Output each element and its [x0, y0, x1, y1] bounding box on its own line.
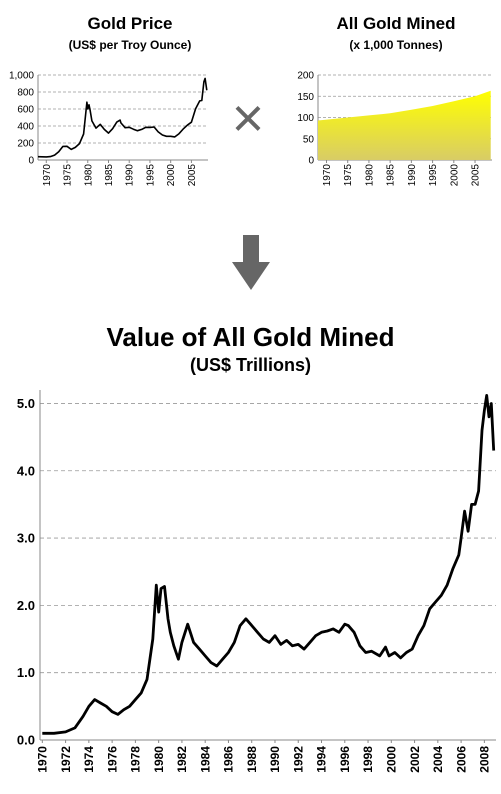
x-tick-label: 1995 — [145, 164, 156, 187]
gold-price-title: Gold Price — [87, 14, 173, 33]
x-tick-label: 2000 — [385, 746, 399, 773]
y-tick-label: 50 — [303, 134, 315, 145]
x-tick-label: 1975 — [343, 164, 354, 187]
x-tick-label: 1970 — [322, 164, 333, 187]
y-tick-label: 100 — [297, 113, 314, 124]
x-tick-label: 1980 — [364, 164, 375, 187]
y-tick-label: 200 — [17, 139, 34, 150]
line-series — [37, 77, 208, 158]
x-tick-label: 1990 — [407, 164, 418, 187]
x-tick-label: 1970 — [42, 164, 53, 187]
y-tick-label: 800 — [17, 88, 34, 99]
x-tick-label: 1992 — [291, 746, 305, 773]
gold-mined-title: All Gold Mined — [336, 14, 456, 33]
gold-value-title: Value of All Gold Mined — [106, 322, 395, 352]
gold-price-subtitle: (US$ per Troy Ounce) — [68, 38, 192, 52]
y-tick-label: 200 — [297, 71, 314, 82]
y-tick-label: 3.0 — [17, 531, 35, 546]
x-tick-label: 2005 — [471, 164, 482, 187]
gold-mined-chart: 0 50 100 150 200 1970 1975 1980 1985 1990 1995 2000… — [297, 71, 492, 187]
x-tick-label: 1998 — [361, 746, 375, 773]
gold-value-chart: 0.0 1.0 2.0 3.0 4.0 5.0 1970 1972 1974 1976 1978 19… — [17, 390, 496, 773]
x-tick-label: 1988 — [245, 746, 259, 773]
x-tick-label: 1980 — [83, 164, 94, 187]
x-tick-label: 1972 — [59, 746, 73, 773]
x-tick-label: 1976 — [105, 746, 119, 773]
y-tick-label: 0.0 — [17, 733, 35, 748]
x-tick-label: 1985 — [386, 164, 397, 187]
x-tick-label: 2008 — [478, 746, 492, 773]
x-tick-label: 1990 — [125, 164, 136, 187]
down-arrow-shape — [232, 235, 270, 290]
x-tick-label: 1994 — [315, 746, 329, 773]
down-arrow-icon — [232, 235, 270, 290]
x-tick-label: 1980 — [152, 746, 166, 773]
x-tick-label: 1974 — [82, 746, 96, 773]
x-tick-label: 1995 — [428, 164, 439, 187]
gold-value-subtitle: (US$ Trillions) — [189, 355, 312, 375]
y-tick-label: 0 — [28, 156, 34, 167]
y-tick-label: 2.0 — [17, 598, 35, 613]
x-tick-label: 2000 — [166, 164, 177, 187]
y-tick-label: 1.0 — [17, 665, 35, 680]
line-series — [42, 393, 496, 735]
y-tick-label: 600 — [17, 105, 34, 116]
x-tick-label: 1986 — [222, 746, 236, 773]
gold-price-chart: 0 200 400 600 800 1,000 1970 1975 1980 1985 1990 19… — [9, 71, 208, 187]
x-tick-label: 1984 — [198, 746, 212, 773]
y-tick-label: 150 — [297, 92, 314, 103]
gold-mined-subtitle: (x 1,000 Tonnes) — [349, 38, 443, 52]
x-tick-label: 1985 — [104, 164, 115, 187]
x-tick-label: 1990 — [268, 746, 282, 773]
x-tick-label: 1978 — [129, 746, 143, 773]
x-tick-label: 1982 — [175, 746, 189, 773]
x-tick-label: 1996 — [338, 746, 352, 773]
y-tick-label: 400 — [17, 122, 34, 133]
x-tick-label: 2005 — [187, 164, 198, 187]
x-tick-label: 1975 — [63, 164, 74, 187]
x-tick-label: 2004 — [431, 746, 445, 773]
x-tick-label: 1970 — [36, 746, 50, 773]
multiply-operator: × — [231, 86, 265, 149]
y-tick-label: 1,000 — [9, 71, 34, 82]
y-tick-label: 4.0 — [17, 463, 35, 478]
x-tick-label: 2006 — [454, 746, 468, 773]
area-series — [318, 90, 491, 160]
y-tick-label: 0 — [308, 156, 314, 167]
x-tick-label: 2002 — [408, 746, 422, 773]
x-tick-label: 2000 — [449, 164, 460, 187]
y-tick-label: 5.0 — [17, 396, 35, 411]
